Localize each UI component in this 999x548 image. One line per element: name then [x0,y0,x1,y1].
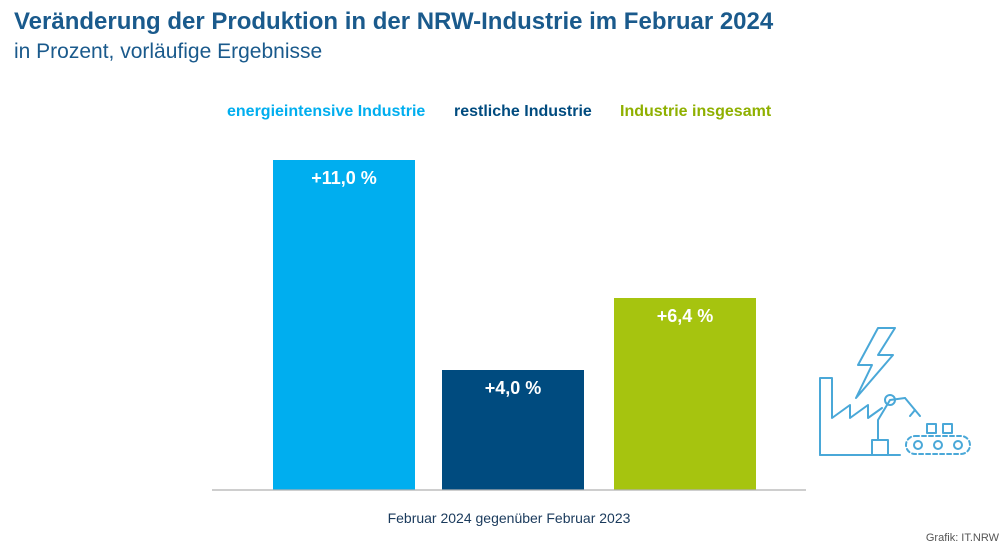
bar-insgesamt-value-label: +6,4 % [657,306,714,326]
bar-restliche [442,370,584,490]
chart-subtitle: in Prozent, vorläufige Ergebnisse [14,40,323,63]
category-label: Februar 2024 gegenüber Februar 2023 [388,510,631,526]
bar-restliche-value-label: +4,0 % [485,378,542,398]
legend-item-energieintensive: energieintensive Industrie [227,103,426,120]
legend-item-restliche: restliche Industrie [454,103,592,120]
bar-energieintensive-value-label: +11,0 % [311,168,377,188]
bar-insgesamt [614,298,756,490]
source-credit: Grafik: IT.NRW [925,532,999,544]
factory-lightning-robot-icon [819,327,971,456]
chart-title: Veränderung der Produktion in der NRW-In… [14,8,774,35]
bar-energieintensive [273,160,415,490]
bars-layer: +11,0 % +4,0 % +6,4 % [273,160,756,490]
legend-item-insgesamt: Industrie insgesamt [620,103,772,120]
